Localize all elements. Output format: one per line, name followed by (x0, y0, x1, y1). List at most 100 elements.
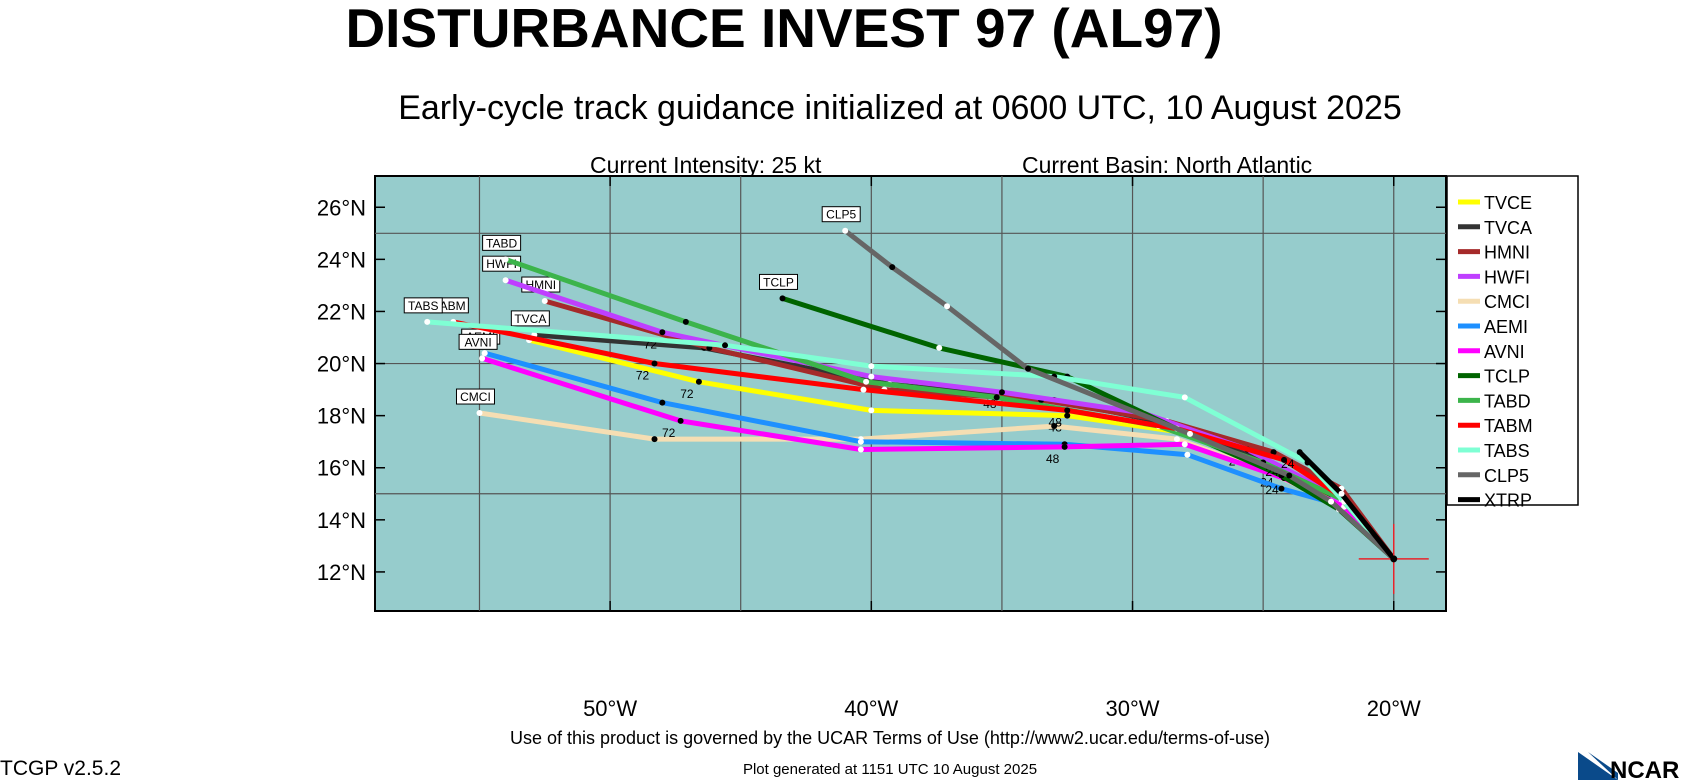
lon-tick-label: 20°W (1367, 696, 1421, 721)
svg-text:NCAR: NCAR (1610, 757, 1679, 780)
forecast-point (1338, 490, 1345, 497)
lon-tick-label: 40°W (844, 696, 898, 721)
forecast-point (481, 350, 488, 357)
map-subtitle: Early-cycle track guidance initialized a… (398, 89, 1402, 127)
plot-generated-time: Plot generated at 1151 UTC 10 August 202… (742, 761, 1038, 778)
lon-tick-label: 50°W (583, 696, 637, 721)
legend-label: XTRP (1484, 491, 1532, 511)
forecast-point (479, 355, 486, 362)
model-label: TVCA (514, 312, 546, 326)
lon-tick-label: 30°W (1106, 696, 1160, 721)
legend-label: TABD (1484, 391, 1531, 411)
forecast-point (944, 303, 951, 310)
forecast-point (1270, 449, 1277, 456)
legend-label: AVNI (1484, 342, 1525, 362)
forecast-point (1187, 430, 1194, 437)
legend-label: TVCE (1484, 193, 1532, 213)
forecast-point (1181, 394, 1188, 401)
legend-label: CMCI (1484, 292, 1530, 312)
lat-tick-label: 18°N (317, 404, 366, 429)
forecast-point (1051, 423, 1058, 430)
forecast-point (1173, 436, 1180, 443)
lat-tick-label: 14°N (317, 508, 366, 533)
track-xtrp: 24 (1281, 449, 1397, 562)
forecast-point (502, 277, 509, 284)
forecast-point (1286, 472, 1293, 479)
forecast-point (993, 394, 1000, 401)
track-clp5: CLP5 (821, 206, 1397, 562)
forecast-point (424, 318, 431, 325)
legend-label: TCLP (1484, 367, 1530, 387)
graticule (375, 176, 1446, 611)
forecast-hour-label: 72 (662, 426, 676, 440)
storm-position-marker (1358, 523, 1429, 594)
forecast-point (842, 227, 849, 234)
tcgp-version: TCGP v2.5.2 (0, 757, 121, 780)
forecast-point (1278, 485, 1285, 492)
forecast-hour-label: 72 (636, 369, 650, 383)
model-label: TCLP (763, 275, 794, 289)
model-label-box (455, 388, 495, 405)
model-label: AVNI (465, 335, 492, 349)
terms-of-use-notice: Use of this product is governed by the U… (510, 728, 1270, 748)
forecast-point (868, 363, 875, 370)
model-label-box (482, 234, 522, 251)
forecast-hour-label: 48 (1049, 415, 1063, 429)
model-tracks: 244872TVCAHMNI244872HWFICMCIAEMI244872AV… (403, 206, 1397, 562)
track-tabs: TABS (403, 297, 1397, 562)
storm-center (1390, 555, 1398, 563)
model-label: TABD (486, 236, 517, 250)
lat-tick-label: 26°N (317, 195, 366, 220)
forecast-hour-label: 24 (1265, 483, 1279, 497)
forecast-point (541, 298, 548, 305)
forecast-point (868, 407, 875, 414)
lat-tick-label: 16°N (317, 456, 366, 481)
forecast-point (722, 342, 729, 349)
model-label-box (458, 333, 498, 350)
legend-label: TVCA (1484, 218, 1532, 238)
forecast-point (889, 264, 896, 271)
legend-label: CLP5 (1484, 466, 1529, 486)
model-label-box (759, 273, 799, 290)
track-line (842, 228, 1397, 562)
legend-label: HMNI (1484, 243, 1530, 263)
forecast-point (1296, 449, 1303, 456)
forecast-point (863, 378, 870, 385)
forecast-point (651, 360, 658, 367)
forecast-point (1064, 407, 1071, 414)
forecast-point (860, 386, 867, 393)
model-label-box (510, 310, 550, 327)
forecast-point (1061, 443, 1068, 450)
forecast-point (868, 373, 875, 380)
forecast-point (857, 438, 864, 445)
forecast-point (502, 256, 509, 263)
legend-label: TABS (1484, 441, 1530, 461)
model-label: CLP5 (826, 208, 856, 222)
map-axes: 26°N 24°N 22°N 20°N 18°N 16°N 14°N 12°N 50°W 40°W… (317, 176, 1446, 721)
forecast-hour-label: 48 (1046, 452, 1060, 466)
current-basin: Current Basin: North Atlantic (1022, 152, 1313, 178)
model-label-box (821, 206, 861, 223)
lat-tick-label: 22°N (317, 299, 366, 324)
forecast-point (857, 446, 864, 453)
forecast-point (677, 417, 684, 424)
forecast-point (1025, 365, 1032, 372)
forecast-point (1064, 412, 1071, 419)
forecast-hour-label: 72 (680, 387, 694, 401)
forecast-point (998, 389, 1005, 396)
model-label-box (403, 297, 443, 314)
ncar-logo: NCAR (1578, 752, 1679, 780)
model-legend: TVCE TVCA HMNI HWFI CMCI AEMI AVNI TCLP TABD TABM… (1446, 175, 1579, 511)
forecast-point (936, 344, 943, 351)
model-label: CMCI (460, 390, 491, 404)
lat-tick-label: 12°N (317, 560, 366, 585)
lat-tick-label: 20°N (317, 352, 366, 377)
legend-label: AEMI (1484, 317, 1528, 337)
track-line (424, 319, 1397, 562)
forecast-point (1181, 441, 1188, 448)
legend-label: TABM (1484, 416, 1533, 436)
forecast-point (779, 295, 786, 302)
forecast-point (1281, 456, 1288, 463)
legend-label: HWFI (1484, 267, 1530, 287)
